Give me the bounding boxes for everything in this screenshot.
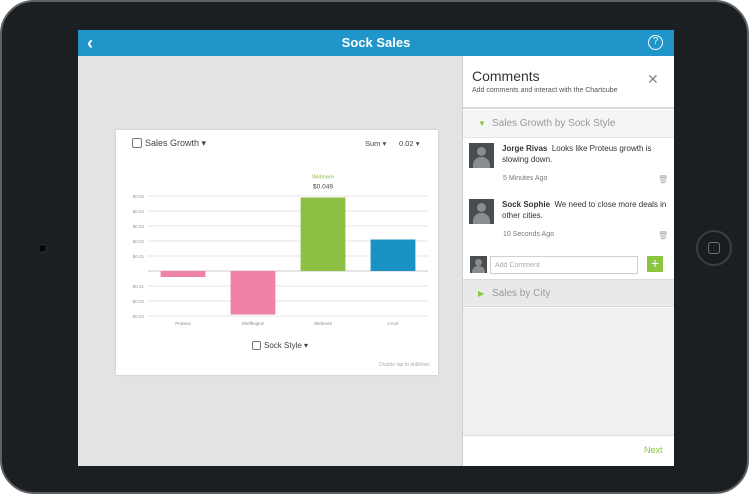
dimension-icon[interactable] bbox=[252, 341, 261, 350]
top-bar: ‹ Sock Sales ? bbox=[78, 30, 674, 56]
section-sales-by-city[interactable]: ▶ Sales by City bbox=[463, 279, 674, 307]
section-label: Sales by City bbox=[492, 288, 551, 299]
scale-select[interactable]: 0.02 ▾ bbox=[399, 139, 420, 148]
comment-item: Jorge Rivas Looks like Proteus growth is… bbox=[463, 139, 674, 193]
y-tick-label: $0.03 bbox=[133, 224, 145, 229]
collapsed-triangle-icon: ▶ bbox=[478, 289, 485, 298]
screen: ‹ Sock Sales ? Sales Growth ▾ Sum ▾ 0.02… bbox=[78, 30, 674, 466]
back-chevron-icon[interactable]: ‹ bbox=[87, 33, 93, 53]
comment-time: 5 Minutes Ago bbox=[503, 175, 548, 182]
home-button-icon bbox=[708, 242, 720, 254]
x-tick-label: Sheffington bbox=[242, 321, 265, 326]
comment-time: 10 Seconds Ago bbox=[503, 231, 554, 238]
comment-item: Sock Sophie We need to close more deals … bbox=[463, 195, 674, 249]
chart-canvas-area: Sales Growth ▾ Sum ▾ 0.02 ▾ $0.05 $0.04 $0… bbox=[78, 56, 462, 466]
trash-icon[interactable]: 🗑 bbox=[658, 231, 669, 240]
chart-card[interactable]: Sales Growth ▾ Sum ▾ 0.02 ▾ $0.05 $0.04 $0… bbox=[116, 130, 438, 375]
panel-empty-area bbox=[463, 308, 674, 435]
bar bbox=[370, 239, 416, 271]
section-label: Sales Growth by Sock Style bbox=[492, 118, 616, 129]
divider bbox=[463, 107, 674, 109]
home-button[interactable] bbox=[696, 230, 732, 266]
page-title: Sock Sales bbox=[341, 35, 411, 50]
bar bbox=[230, 271, 276, 315]
help-icon[interactable]: ? bbox=[648, 35, 663, 50]
next-button[interactable]: Next bbox=[644, 445, 663, 455]
highlight-value-label: $0.049 bbox=[313, 184, 333, 191]
add-comment-row: + bbox=[463, 253, 674, 279]
add-comment-input[interactable] bbox=[490, 256, 638, 274]
comment-text: Jorge Rivas Looks like Proteus growth is… bbox=[502, 144, 652, 164]
bar bbox=[300, 197, 346, 271]
drilldown-hint: Double tap to drilldown bbox=[379, 362, 430, 368]
comment-text: Sock Sophie We need to close more deals … bbox=[502, 200, 667, 220]
x-tick-label: Proteus bbox=[175, 321, 191, 326]
x-tick-label: L'Acé bbox=[387, 321, 399, 326]
y-tick-label: $0.04 bbox=[133, 209, 145, 214]
bar-chart: $0.05 $0.04 $0.03 $0.02 $0.01 -$0.01 -$0.02 -$0… bbox=[131, 175, 428, 326]
close-icon[interactable]: ✕ bbox=[647, 71, 659, 87]
aggregation-select[interactable]: Sum ▾ bbox=[365, 139, 387, 148]
comments-panel: Comments Add comments and interact with … bbox=[462, 56, 674, 466]
y-tick-label: $0.01 bbox=[133, 254, 145, 259]
x-axis-title[interactable]: Sock Style ▾ bbox=[264, 341, 309, 350]
expanded-triangle-icon: ▼ bbox=[478, 119, 486, 128]
comments-subtitle: Add comments and interact with the Chart… bbox=[472, 87, 618, 94]
section-sales-growth[interactable]: ▼ Sales Growth by Sock Style bbox=[463, 110, 674, 138]
chart-title[interactable]: Sales Growth ▾ bbox=[145, 138, 207, 148]
chart-measure-icon[interactable] bbox=[132, 138, 142, 148]
y-tick-label: -$0.01 bbox=[131, 284, 144, 289]
comments-title: Comments bbox=[472, 68, 540, 84]
camera bbox=[38, 244, 47, 253]
y-tick-label: -$0.03 bbox=[131, 314, 144, 319]
x-tick-label: Widmere bbox=[314, 321, 332, 326]
avatar bbox=[469, 143, 494, 168]
add-comment-button[interactable]: + bbox=[647, 256, 663, 272]
panel-footer: Next bbox=[463, 435, 674, 466]
y-tick-label: $0.05 bbox=[133, 194, 145, 199]
trash-icon[interactable]: 🗑 bbox=[658, 175, 669, 184]
user-avatar bbox=[470, 256, 487, 273]
avatar bbox=[469, 199, 494, 224]
y-tick-label: -$0.02 bbox=[131, 299, 144, 304]
bar bbox=[160, 271, 206, 277]
y-tick-label: $0.02 bbox=[133, 239, 145, 244]
highlight-category-label: Widmere bbox=[312, 175, 334, 181]
